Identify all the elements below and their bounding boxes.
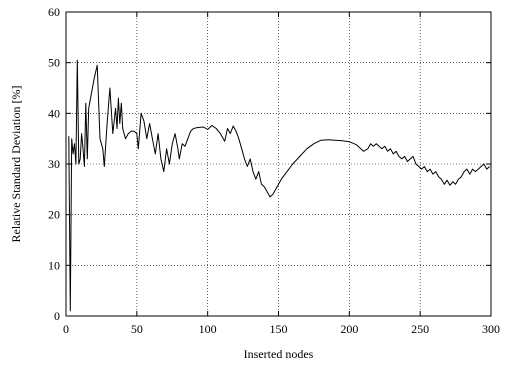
x-tick-label: 0: [63, 322, 69, 336]
grid: [66, 12, 491, 316]
y-tick-label: 60: [48, 5, 60, 19]
series-layer: [68, 59, 490, 312]
y-axis-label: Relative Standard Deviation [%]: [9, 86, 23, 243]
axis-ticks: 0 10 20 30 40 50 60 0 50 100 150 200 250 300: [48, 5, 500, 336]
y-tick-label: 50: [48, 56, 60, 70]
x-tick-label: 50: [131, 322, 143, 336]
x-tick-label: 200: [340, 322, 358, 336]
x-tick-label: 150: [270, 322, 288, 336]
y-tick-label: 40: [48, 106, 60, 120]
x-tick-label: 100: [199, 322, 217, 336]
x-tick-label: 250: [411, 322, 429, 336]
y-tick-label: 30: [48, 157, 60, 171]
plot-frame: [65, 11, 492, 317]
x-axis-label: Inserted nodes: [244, 347, 314, 361]
y-tick-label: 20: [48, 208, 60, 222]
y-tick-label: 0: [54, 309, 60, 323]
x-tick-label: 300: [482, 322, 500, 336]
series-line-0: [68, 59, 490, 312]
y-tick-label: 10: [48, 258, 60, 272]
